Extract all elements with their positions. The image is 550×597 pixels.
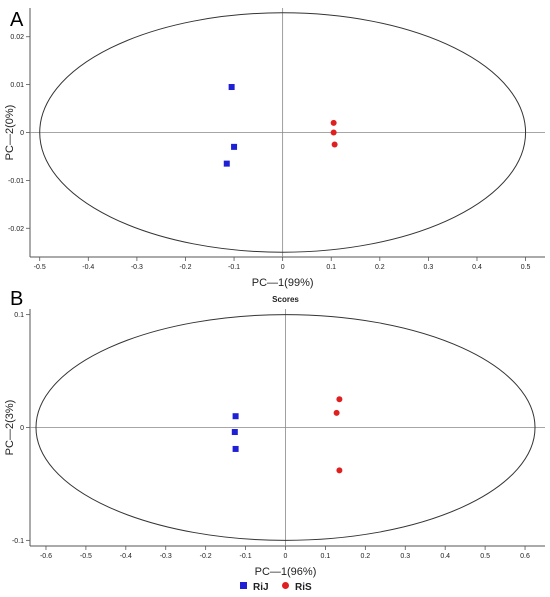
panel-label: B: [10, 288, 23, 310]
x-tick-label: 0.4: [440, 553, 450, 560]
rij-point: [231, 143, 238, 150]
y-tick-label: -0.1: [12, 538, 24, 545]
x-tick-label: -0.2: [179, 264, 191, 271]
rij-point: [231, 429, 238, 436]
x-tick-label: -0.5: [34, 264, 46, 271]
ris-point: [331, 141, 338, 148]
x-tick-label: -0.6: [40, 553, 52, 560]
legend-marker-ris: [282, 582, 289, 589]
ris-point: [336, 467, 343, 474]
plot-title: Scores: [272, 295, 299, 304]
y-tick-label: 0.02: [10, 34, 24, 41]
x-tick-label: -0.3: [160, 553, 172, 560]
legend-marker-rij: [240, 582, 247, 589]
y-axis-label: PC—2(3%): [4, 400, 16, 456]
x-tick-label: -0.1: [228, 264, 240, 271]
ris-point: [336, 396, 343, 403]
rij-point: [223, 160, 230, 167]
x-tick-label: -0.2: [200, 553, 212, 560]
y-tick-label: -0.01: [8, 178, 24, 185]
x-tick-label: -0.1: [240, 553, 252, 560]
x-tick-label: 0: [284, 553, 288, 560]
panel-a-score-plot: A -0.5 -0.4 -0.3 -0.2 -0.1 0 0.1 0.2 0.3 0.4 0.5 -0.…: [4, 8, 545, 289]
y-tick-label: -0.02: [8, 226, 24, 233]
x-tick-label: 0.1: [326, 264, 336, 271]
y-tick-label: 0: [20, 425, 24, 432]
rij-point: [232, 413, 239, 420]
y-axis-label: PC—2(0%): [4, 105, 16, 161]
x-tick-label: 0.5: [521, 264, 531, 271]
panel-b-score-plot: B Scores -0.6 -0.5 -0.4 -0.3 -0.2 -0.1 0 0.1 0.2 0.…: [4, 288, 545, 578]
x-axis-label: PC—1(99%): [252, 277, 314, 289]
x-tick-label: 0: [281, 264, 285, 271]
legend-label-ris: RiS: [295, 582, 312, 593]
x-tick-label: 0.2: [375, 264, 385, 271]
x-tick-label: 0.3: [424, 264, 434, 271]
y-tick-label: 0.01: [10, 82, 24, 89]
x-tick-label: 0.3: [400, 553, 410, 560]
legend-label-rij: RiJ: [253, 582, 269, 593]
panel-label: A: [10, 9, 24, 31]
confidence-ellipse: [39, 12, 527, 253]
y-tick-label: 0: [20, 130, 24, 137]
ris-point: [330, 119, 337, 126]
x-tick-label: -0.5: [80, 553, 92, 560]
x-tick-label: 0.1: [321, 553, 331, 560]
ris-point: [333, 409, 340, 416]
x-tick-label: -0.4: [120, 553, 132, 560]
x-tick-label: -0.3: [131, 264, 143, 271]
legend: RiJ RiS: [240, 582, 312, 593]
rij-point: [232, 445, 239, 452]
x-tick-label: 0.4: [472, 264, 482, 271]
x-tick-label: 0.5: [480, 553, 490, 560]
rij-point: [228, 84, 235, 91]
x-tick-label: 0.2: [360, 553, 370, 560]
x-tick-label: -0.4: [82, 264, 94, 271]
x-tick-label: 0.6: [520, 553, 530, 560]
y-tick-label: 0.1: [14, 312, 24, 319]
ris-point: [330, 129, 337, 136]
x-axis-label: PC—1(96%): [255, 566, 317, 578]
confidence-ellipse: [35, 314, 536, 541]
